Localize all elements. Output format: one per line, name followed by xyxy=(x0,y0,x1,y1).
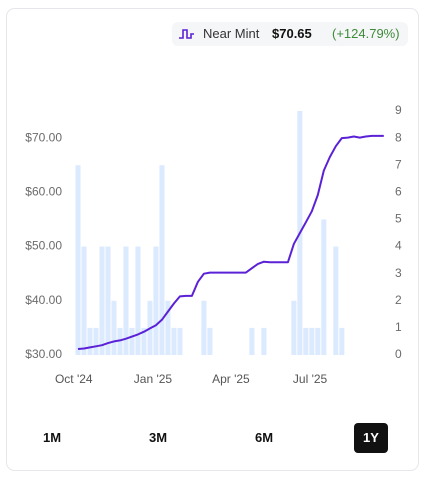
volume-bar xyxy=(177,327,183,355)
volume-bar xyxy=(165,300,171,355)
range-button[interactable]: 3M xyxy=(149,430,167,445)
plot: $30.00 $40.00 $50.00 $60.00 $70.00 0 1 2 3 4 5 6 7 8 9… xyxy=(25,103,402,386)
volume-bar xyxy=(333,246,339,355)
range-button[interactable]: 1M xyxy=(43,430,61,445)
volume-bar xyxy=(93,327,99,355)
y-tick-label: $70.00 xyxy=(25,130,62,144)
volume-bar xyxy=(261,327,267,355)
y2-tick-label: 0 xyxy=(395,347,402,361)
volume-bar xyxy=(291,300,297,355)
legend-change: (+124.79%) xyxy=(332,26,400,41)
legend-price: $70.65 xyxy=(272,26,312,41)
card-border xyxy=(6,8,419,471)
volume-bar xyxy=(249,327,255,355)
volume-bar xyxy=(111,300,117,355)
volume-bar xyxy=(159,165,165,355)
range-button-bg[interactable] xyxy=(354,423,388,453)
volume-bar xyxy=(315,327,321,355)
volume-bar xyxy=(321,219,327,355)
x-tick-label: Jan '25 xyxy=(134,372,173,386)
y-tick-label: $40.00 xyxy=(25,293,62,307)
volume-bar xyxy=(117,327,123,355)
volume-bar xyxy=(171,327,177,355)
range-button[interactable]: 1Y xyxy=(363,430,379,445)
x-tick-label: Oct '24 xyxy=(55,372,93,386)
y-tick-label: $50.00 xyxy=(25,239,62,253)
volume-bar xyxy=(207,327,213,355)
x-tick-label: Jul '25 xyxy=(293,372,328,386)
volume-bar xyxy=(123,246,129,355)
range-buttons: 1M 3M 6M 1Y xyxy=(43,423,388,453)
y2-tick-label: 6 xyxy=(395,185,402,199)
legend-icon xyxy=(179,29,194,39)
y2-tick-label: 9 xyxy=(395,103,402,117)
y-tick-label: $30.00 xyxy=(25,347,62,361)
volume-bar xyxy=(105,246,111,355)
volume-bar xyxy=(201,300,207,355)
y2-tick-label: 1 xyxy=(395,320,402,334)
y-tick-label: $60.00 xyxy=(25,185,62,199)
volume-bar xyxy=(141,327,147,355)
volume-bar xyxy=(153,246,159,355)
y2-tick-label: 2 xyxy=(395,293,402,307)
volume-bar xyxy=(129,327,135,355)
volume-bar xyxy=(81,246,87,355)
volume-bar xyxy=(135,246,141,355)
x-tick-label: Apr '25 xyxy=(212,372,250,386)
volume-bar xyxy=(99,246,105,355)
y2-tick-label: 3 xyxy=(395,266,402,280)
y2-tick-label: 5 xyxy=(395,212,402,226)
y2-tick-label: 8 xyxy=(395,130,402,144)
volume-bar xyxy=(303,327,309,355)
range-button[interactable]: 6M xyxy=(255,430,273,445)
y2-tick-label: 4 xyxy=(395,239,402,253)
legend-pill xyxy=(172,22,408,46)
volume-bar xyxy=(75,165,81,355)
volume-bar xyxy=(339,327,345,355)
legend-name: Near Mint xyxy=(203,26,260,41)
price-line xyxy=(77,134,384,350)
volume-bar xyxy=(309,327,315,355)
y2-tick-label: 7 xyxy=(395,157,402,171)
volume-bar xyxy=(87,327,93,355)
